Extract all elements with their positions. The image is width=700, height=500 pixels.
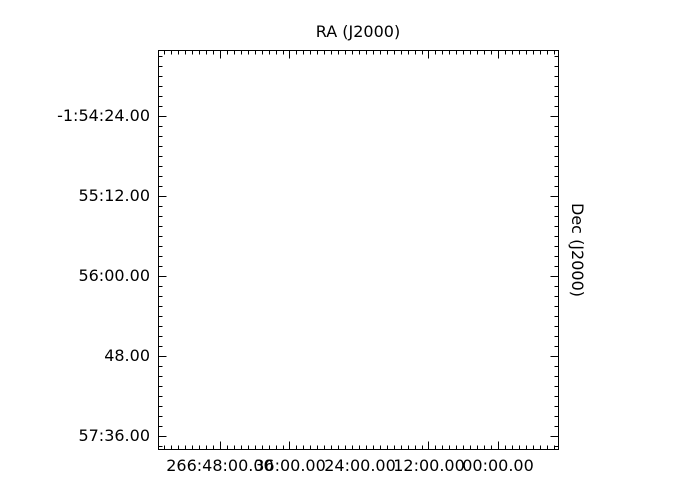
y-tick-label: 56:00.00 (78, 266, 150, 285)
x-tick-label: 12:00.00 (393, 456, 465, 475)
x-tick-label: 24:00.00 (324, 456, 396, 475)
y-tick-label: 48.00 (104, 346, 150, 365)
x-tick-marks (164, 50, 555, 450)
x-tick-label: 00:00.00 (462, 456, 534, 475)
x-tick-labels: 266:48:00.00 36:00.00 24:00.00 12:00.00 … (166, 456, 534, 475)
y-tick-labels: -1:54:24.00 55:12.00 56:00.00 48.00 57:3… (57, 106, 150, 445)
x-tick-label: 266:48:00.00 (166, 456, 273, 475)
x-tick-label: 36:00.00 (254, 456, 326, 475)
plot-frame (158, 50, 559, 450)
y-tick-label: -1:54:24.00 (57, 106, 150, 125)
y-tick-label: 57:36.00 (78, 426, 150, 445)
ra-axis-label: RA (J2000) (316, 22, 400, 41)
y-tick-marks (158, 56, 559, 447)
dec-axis-label: Dec (J2000) (568, 203, 587, 297)
y-tick-label: 55:12.00 (78, 186, 150, 205)
